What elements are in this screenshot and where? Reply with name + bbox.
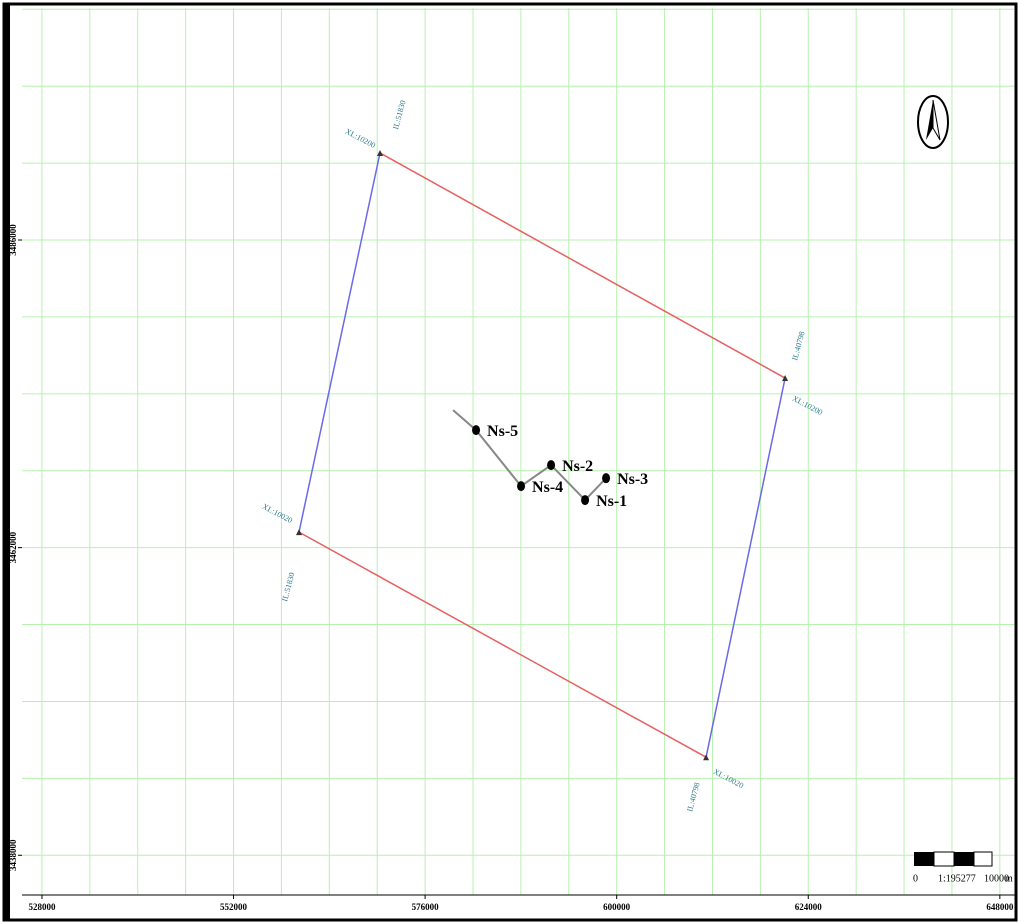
scale-segment <box>933 851 955 867</box>
x-tick-label: 576000 <box>412 902 440 912</box>
survey-corner <box>782 375 789 382</box>
x-tick-label: 600000 <box>603 902 631 912</box>
well-marker <box>472 425 481 436</box>
survey-edge <box>705 377 786 758</box>
scale-bar: 0 1:195277 10000 m <box>913 851 1013 884</box>
grid: 528000 552000 576000 600000 624000 648000 3438… <box>8 8 1015 912</box>
survey-corner <box>377 149 384 156</box>
y-tick-label: 3486000 <box>8 224 18 256</box>
scale-label: 10000 <box>984 873 1009 884</box>
scale-segment <box>914 852 934 866</box>
x-tick-label: 528000 <box>28 902 56 912</box>
survey-edge <box>298 152 381 533</box>
survey-edge <box>298 531 707 758</box>
scale-label: 1:195277 <box>938 873 976 884</box>
y-tick-label: 3438000 <box>8 839 18 871</box>
north-needle <box>926 100 933 140</box>
scale-label: m <box>1005 873 1013 884</box>
well-label: Ns-4 <box>532 479 563 496</box>
north-needle <box>932 99 941 141</box>
well-label: Ns-5 <box>487 423 518 440</box>
north-ring <box>917 95 949 149</box>
survey-edge <box>379 152 786 379</box>
x-tick-label: 552000 <box>220 902 248 912</box>
scale-segment <box>954 852 974 866</box>
scale-label: 0 <box>913 873 918 884</box>
well-marker <box>547 460 556 471</box>
y-tick-label: 3462000 <box>8 531 18 563</box>
survey-corner <box>295 529 302 536</box>
scale-segment <box>973 851 993 867</box>
well-label: Ns-3 <box>617 471 648 488</box>
well-marker <box>517 481 526 492</box>
x-tick-label: 624000 <box>795 902 823 912</box>
x-tick-label: 648000 <box>986 902 1014 912</box>
well-label: Ns-2 <box>562 458 593 475</box>
well-marker <box>602 473 611 484</box>
layer: XL:10200IL:51830XL:10200IL:40798XL:10020… <box>261 99 824 812</box>
well-label: Ns-1 <box>596 493 627 510</box>
well-track <box>452 409 607 502</box>
well-marker <box>581 495 590 506</box>
north-arrow <box>917 95 949 149</box>
survey-corner <box>703 754 710 761</box>
